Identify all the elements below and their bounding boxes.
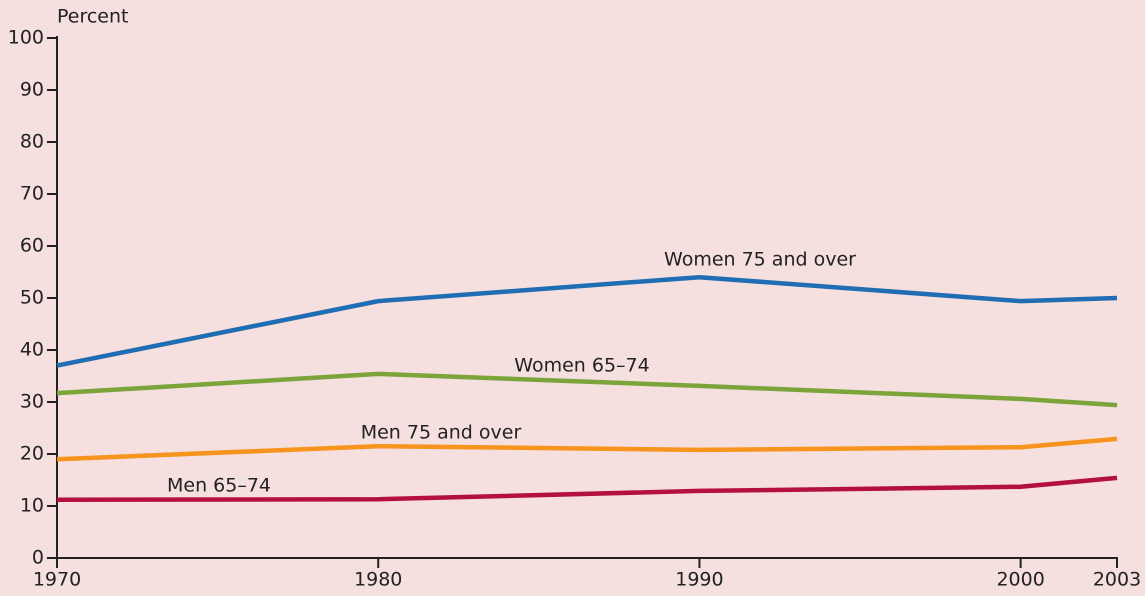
- x-tick-label: 1990: [675, 569, 723, 591]
- series-label: Women 65–74: [514, 355, 649, 377]
- y-tick-label: 100: [8, 27, 44, 49]
- y-tick-label: 80: [20, 131, 44, 153]
- y-axis-label: Percent: [57, 6, 129, 28]
- y-tick-label: 40: [20, 339, 44, 361]
- y-tick-label: 30: [20, 391, 44, 413]
- y-tick-label: 0: [32, 547, 44, 569]
- y-tick-label: 50: [20, 287, 44, 309]
- series-line: [56, 371, 1118, 408]
- x-tick-label: 1970: [33, 569, 81, 591]
- series-label: Men 75 and over: [361, 422, 522, 444]
- y-tick-label: 90: [20, 79, 44, 101]
- y-tick-label: 10: [20, 495, 44, 517]
- x-tick-label: 2003: [1093, 569, 1141, 591]
- x-tick-label: 1980: [354, 569, 402, 591]
- series-line: [56, 436, 1118, 462]
- series-line: [56, 274, 1118, 368]
- y-tick-label: 20: [20, 443, 44, 465]
- series-line: [56, 475, 1118, 503]
- y-tick-label: 70: [20, 183, 44, 205]
- series-label: Women 75 and over: [664, 249, 856, 271]
- series-label: Men 65–74: [167, 475, 271, 497]
- y-tick-label: 60: [20, 235, 44, 257]
- x-tick-label: 2000: [996, 569, 1044, 591]
